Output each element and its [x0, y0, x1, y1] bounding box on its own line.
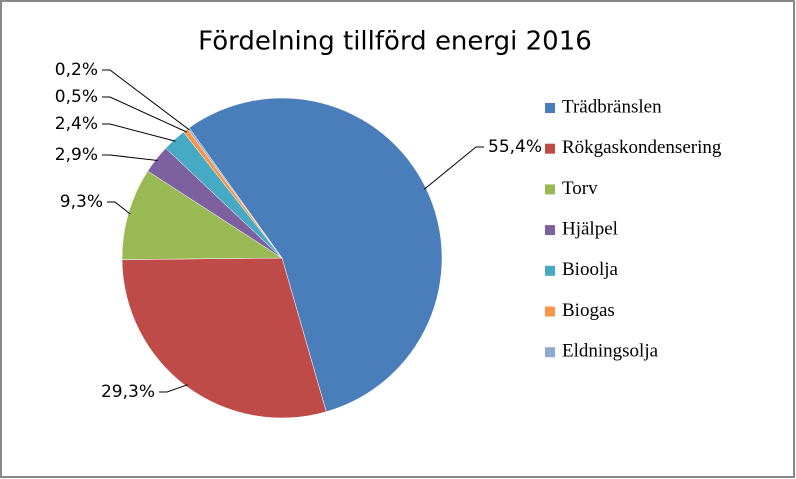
legend-swatch [545, 347, 555, 358]
legend-label: Trädbränslen [562, 96, 662, 117]
legend-label: Bioolja [562, 259, 619, 280]
leader-line [423, 146, 484, 190]
legend-label: Torv [562, 178, 598, 199]
legend-swatch [545, 143, 555, 154]
legend-label: Biogas [562, 300, 615, 321]
legend-label: Rökgaskondensering [562, 137, 722, 158]
legend-swatch [545, 306, 555, 317]
data-label: 2,4% [55, 114, 98, 134]
leader-line [102, 154, 158, 161]
legend-swatch [545, 265, 555, 276]
data-label: 29,3% [101, 382, 155, 402]
leader-line [107, 201, 131, 215]
legend-swatch [545, 225, 555, 236]
data-label: 55,4% [488, 137, 542, 157]
leader-line [159, 384, 188, 393]
legend-label: Hjälpel [562, 218, 618, 239]
data-label: 9,3% [60, 192, 103, 212]
pie-slice [121, 170, 283, 260]
leader-line [102, 123, 176, 142]
data-label: 0,2% [55, 60, 98, 80]
legend-swatch [545, 184, 555, 195]
leader-line [102, 96, 187, 133]
legend-swatch [545, 103, 555, 113]
data-label: 2,9% [55, 145, 98, 165]
chart-title: Fördelning tillförd energi 2016 [198, 27, 592, 57]
data-label: 0,5% [55, 87, 98, 107]
leader-line [102, 69, 190, 131]
pie-slice [121, 257, 327, 419]
legend-label: Eldningsolja [562, 341, 659, 362]
